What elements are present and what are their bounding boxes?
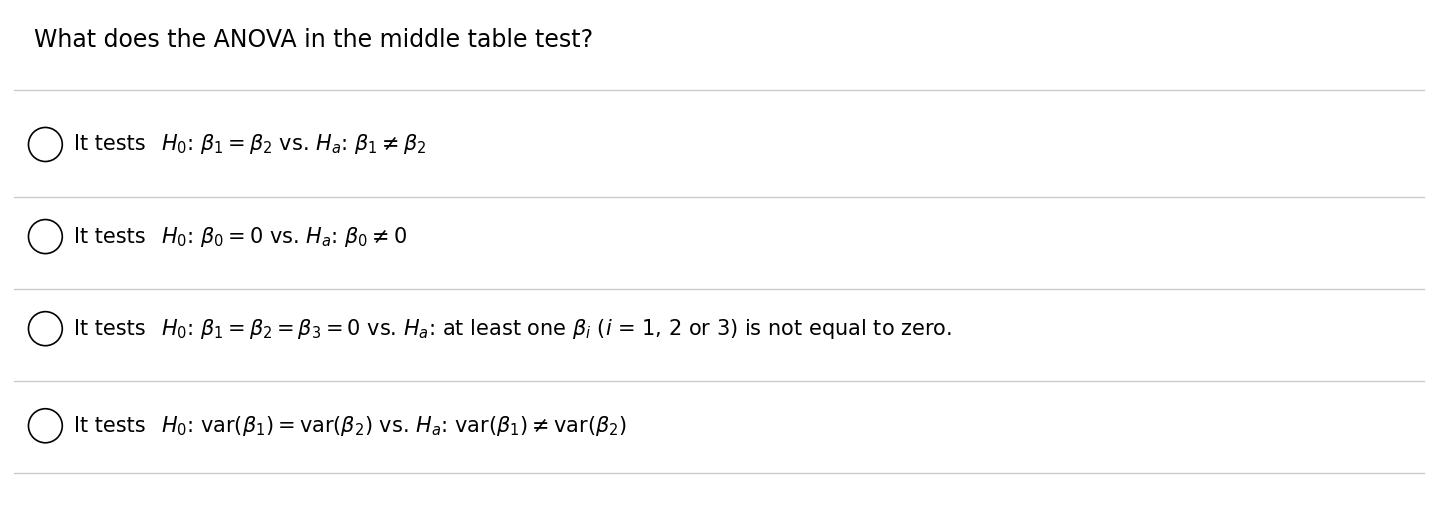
Text: What does the ANOVA in the middle table test?: What does the ANOVA in the middle table … [35,28,594,52]
Text: $H_0$: $\mathrm{var}(\beta_1) = \mathrm{var}(\beta_2)$ vs. $H_a$: $\mathrm{var}(: $H_0$: $\mathrm{var}(\beta_1) = \mathrm{… [161,414,627,438]
Text: It tests: It tests [73,319,152,339]
Text: It tests: It tests [73,135,152,154]
Text: $H_0$: $\beta_1 = \beta_2$ vs. $H_a$: $\beta_1 \neq \beta_2$: $H_0$: $\beta_1 = \beta_2$ vs. $H_a$: $\… [161,133,426,156]
Text: It tests: It tests [73,227,152,246]
Text: It tests: It tests [73,416,152,436]
Text: $H_0$: $\beta_0 = 0$ vs. $H_a$: $\beta_0 \neq 0$: $H_0$: $\beta_0 = 0$ vs. $H_a$: $\beta_0… [161,225,407,248]
Text: $H_0$: $\beta_1 = \beta_2 = \beta_3 = 0$ vs. $H_a$: at least one $\beta_i$ ($i$ : $H_0$: $\beta_1 = \beta_2 = \beta_3 = 0$… [161,316,952,341]
